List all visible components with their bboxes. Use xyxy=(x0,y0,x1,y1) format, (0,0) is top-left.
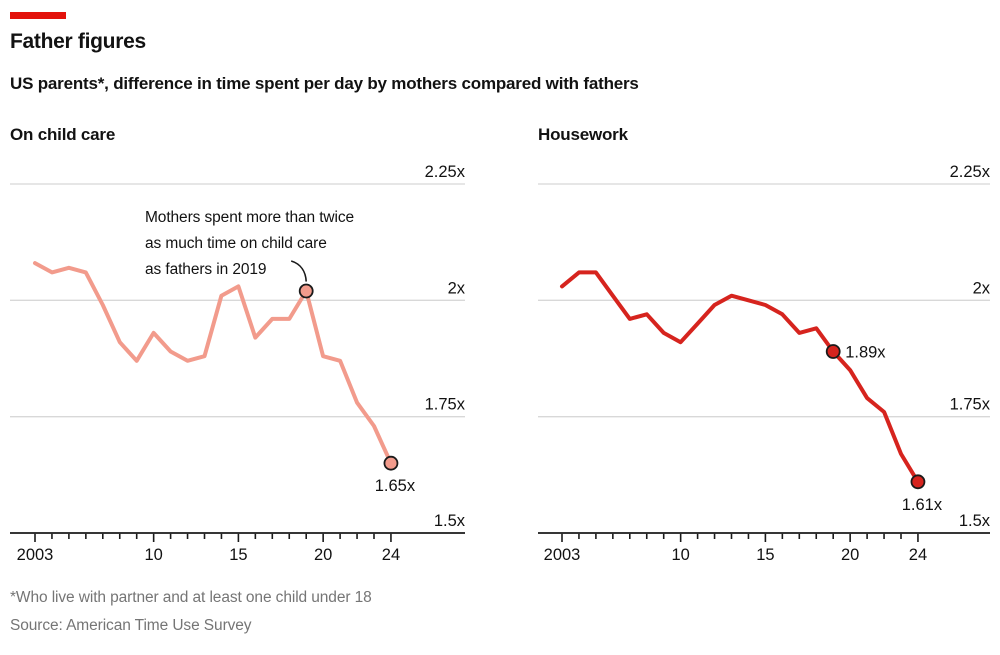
childcare-annotation: Mothers spent more than twice as much ti… xyxy=(145,205,354,283)
marker-value-label: 1.65x xyxy=(375,477,416,495)
y-axis-label: 1.5x xyxy=(959,512,990,530)
marker-value-label: 1.61x xyxy=(902,496,943,514)
y-axis-label: 2.25x xyxy=(950,163,990,181)
x-tick-label: 20 xyxy=(841,546,859,564)
footnote: *Who live with partner and at least one … xyxy=(10,589,372,606)
series-line xyxy=(560,270,920,484)
annotation-line: as fathers in 2019 xyxy=(145,261,267,278)
x-tick-label: 2003 xyxy=(17,546,54,564)
annotation-callout xyxy=(290,260,307,282)
childcare-panel-title: On child care xyxy=(10,125,116,144)
annotation-line: as much time on child care xyxy=(145,235,327,252)
red-tag-bar xyxy=(10,12,66,19)
x-tick-label: 10 xyxy=(144,546,162,564)
y-axis-label: 1.5x xyxy=(434,512,465,530)
page-title: Father figures xyxy=(10,30,146,53)
data-point-marker xyxy=(910,474,926,490)
source-note: Source: American Time Use Survey xyxy=(10,617,252,634)
y-axis-label: 1.75x xyxy=(950,396,990,414)
series-line xyxy=(33,261,393,466)
x-tick-label: 15 xyxy=(756,546,774,564)
x-tick-label: 15 xyxy=(229,546,247,564)
page-subtitle: US parents*, difference in time spent pe… xyxy=(10,74,639,93)
x-tick-label: 20 xyxy=(314,546,332,564)
y-axis-label: 2.25x xyxy=(425,163,465,181)
y-axis-label: 2x xyxy=(973,279,990,297)
data-point-marker xyxy=(383,455,399,471)
data-point-marker xyxy=(825,344,841,359)
y-axis-label: 1.75x xyxy=(425,396,465,414)
housework-chart: 2.25x 2x 1.75x 1.5x 2003 10 15 20 24 1.89x 1.61x xyxy=(538,163,990,564)
annotation-line: Mothers spent more than twice xyxy=(145,209,355,226)
data-point-marker xyxy=(298,283,314,299)
y-axis-label: 2x xyxy=(448,279,465,297)
x-tick-label: 2003 xyxy=(544,546,581,564)
childcare-chart: 2.25x 2x 1.75x 1.5x 2003 10 15 20 24 1.65x xyxy=(10,163,465,564)
childcare-panel: On child care 2.25x 2x 1.75x 1.5x 2003 10 15 20… xyxy=(10,125,465,564)
x-tick-label: 24 xyxy=(382,546,400,564)
marker-value-label: 1.89x xyxy=(845,344,886,362)
housework-panel: Housework 2.25x 2x 1.75x 1.5x 2003 10 15 20 24 1.… xyxy=(538,125,990,564)
x-tick-label: 24 xyxy=(909,546,927,564)
x-tick-label: 10 xyxy=(671,546,689,564)
housework-panel-title: Housework xyxy=(538,125,628,144)
